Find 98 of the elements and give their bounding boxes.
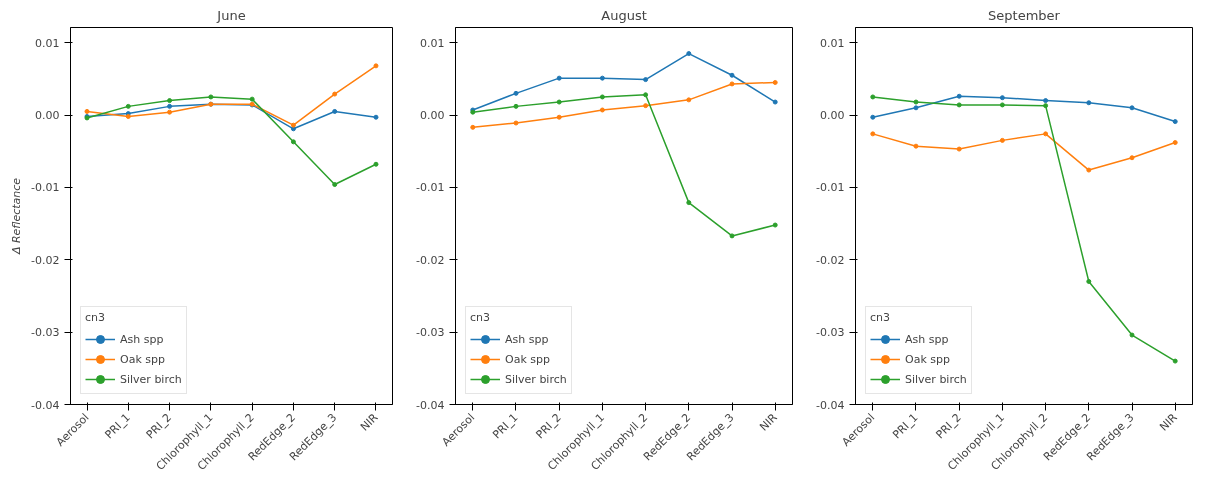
y-tick-label: -0.04 [816, 398, 845, 412]
point [599, 75, 605, 81]
point [167, 103, 173, 109]
point [373, 114, 379, 120]
point [729, 81, 735, 87]
chart-title: June [216, 7, 246, 23]
point [1043, 103, 1049, 109]
y-tick-label: 0.01 [420, 36, 445, 50]
point [686, 97, 692, 103]
point [870, 94, 876, 100]
point [513, 90, 519, 96]
x-tick-label: NIR [357, 410, 381, 434]
point [772, 222, 778, 228]
point [643, 103, 649, 109]
legend-title: cn3 [870, 311, 892, 324]
point [729, 72, 735, 78]
y-tick-label: -0.02 [31, 253, 60, 267]
point [999, 137, 1005, 143]
legend-label: Silver birch [905, 372, 967, 386]
point [332, 108, 338, 114]
y-axis-title: Δ Reflectance [10, 177, 24, 256]
point [332, 91, 338, 97]
point [167, 98, 173, 104]
point [913, 143, 919, 149]
point [1172, 358, 1178, 364]
x-tick-label: NIR [757, 410, 781, 434]
y-tick-label: -0.01 [31, 181, 60, 195]
legend-title: cn3 [470, 311, 492, 324]
point [84, 108, 90, 114]
legend-title: cn3 [85, 311, 107, 324]
point [1043, 98, 1049, 104]
point [373, 63, 379, 69]
point [913, 99, 919, 105]
point [643, 77, 649, 83]
x-tick-label: NIR [1157, 410, 1181, 434]
y-tick-label: -0.03 [816, 326, 845, 340]
point [290, 122, 296, 128]
point [1129, 105, 1135, 111]
point [772, 80, 778, 85]
point [1086, 100, 1092, 106]
legend-label: Ash spp [905, 332, 949, 346]
point [599, 107, 605, 113]
point [1129, 155, 1135, 161]
point [1172, 119, 1178, 125]
point [1172, 140, 1178, 146]
chart-title: September [988, 7, 1061, 23]
legend-label: Oak spp [120, 352, 165, 366]
legend-label: Oak spp [905, 352, 950, 366]
point [729, 233, 735, 239]
chart-title: August [601, 7, 647, 23]
point [556, 99, 562, 105]
point [870, 131, 876, 137]
point [772, 99, 778, 105]
point [470, 124, 476, 130]
point [870, 114, 876, 120]
legend-label: Silver birch [120, 372, 182, 386]
y-tick-label: -0.01 [816, 181, 845, 195]
point [999, 102, 1005, 108]
point [643, 92, 649, 98]
point [513, 103, 519, 109]
point [599, 94, 605, 100]
point [956, 93, 962, 99]
y-tick-label: 0.00 [820, 109, 845, 123]
point [1086, 167, 1092, 173]
y-tick-label: -0.01 [416, 181, 445, 195]
y-tick-label: -0.02 [416, 253, 445, 267]
y-tick-label: 0.01 [820, 36, 845, 50]
point [373, 161, 379, 167]
y-tick-label: -0.03 [416, 326, 445, 340]
point [556, 114, 562, 120]
point [913, 105, 919, 111]
legend-label: Ash spp [120, 332, 164, 346]
legend-label: Ash spp [505, 332, 549, 346]
point [999, 95, 1005, 101]
point [1043, 131, 1049, 137]
y-tick-label: -0.02 [816, 253, 845, 267]
y-tick-label: -0.04 [31, 398, 60, 412]
point [1129, 332, 1135, 338]
point [556, 75, 562, 81]
point [1086, 278, 1092, 284]
point [956, 146, 962, 152]
point [167, 109, 173, 115]
y-tick-label: 0.01 [35, 36, 60, 50]
point [290, 139, 296, 145]
y-tick-label: 0.00 [420, 109, 445, 123]
point [332, 182, 338, 188]
y-tick-label: 0.00 [35, 109, 60, 123]
point [686, 200, 692, 206]
y-tick-label: -0.04 [416, 398, 445, 412]
point [125, 103, 131, 109]
y-tick-label: -0.03 [31, 326, 60, 340]
point [513, 120, 519, 126]
point [208, 94, 214, 100]
legend-label: Oak spp [505, 352, 550, 366]
point [686, 51, 692, 57]
point [249, 96, 255, 102]
point [956, 102, 962, 108]
legend-label: Silver birch [505, 372, 567, 386]
